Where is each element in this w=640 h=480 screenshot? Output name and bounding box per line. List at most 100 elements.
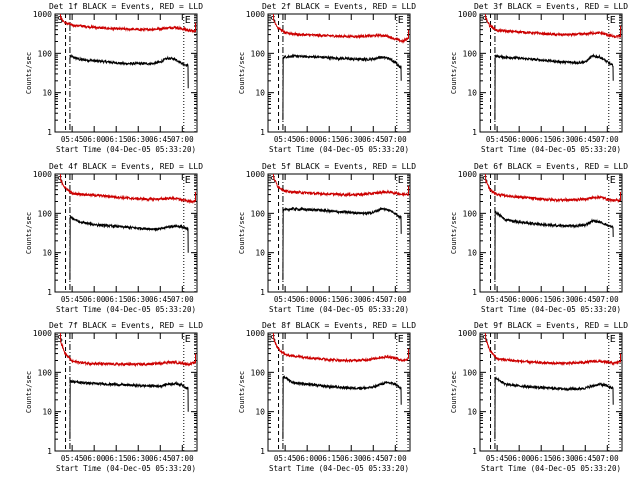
x-tick-label: 06:00: [296, 454, 319, 463]
events-series-line: [282, 374, 402, 440]
y-tick-label: 10: [467, 408, 477, 417]
y-tick-label: 10: [255, 249, 265, 258]
x-tick-label: 05:45: [274, 295, 297, 304]
panel-title: Det 8f BLACK = Events, RED = LLD: [262, 321, 416, 330]
end-marker-label: E: [398, 15, 404, 26]
detector-panel-1: Det 1f BLACK = Events, RED = LLD 1 10 100 10…: [25, 2, 203, 154]
lld-series-line: [484, 332, 621, 367]
x-tick-label: 07:00: [384, 454, 407, 463]
x-axis-label: Start Time (04-Dec-05 05:33:20): [269, 464, 409, 473]
y-tick-label: 1000: [33, 170, 52, 179]
y-tick-label: 100: [463, 209, 478, 218]
x-axis-label: Start Time (04-Dec-05 05:33:20): [481, 305, 621, 314]
panel-title: Det 4f BLACK = Events, RED = LLD: [49, 162, 203, 171]
y-tick-label: 1: [47, 288, 52, 297]
x-tick-label: 06:15: [530, 135, 553, 144]
x-axis-label: Start Time (04-Dec-05 05:33:20): [56, 145, 196, 154]
x-tick-label: 06:45: [362, 454, 385, 463]
y-tick-label: 1: [472, 288, 477, 297]
lld-series-line: [484, 13, 621, 40]
events-series-line: [494, 53, 614, 121]
y-tick-label: 1000: [246, 10, 265, 19]
x-tick-label: 06:15: [318, 454, 341, 463]
start-marker-label: S: [270, 15, 276, 26]
x-tick-label: 07:00: [596, 454, 619, 463]
x-tick-label: 06:00: [83, 295, 106, 304]
y-tick-label: 100: [38, 368, 53, 377]
y-tick-label: 10: [255, 408, 265, 417]
panel-title: Det 5f BLACK = Events, RED = LLD: [262, 162, 416, 171]
y-axis-label: Counts/sec: [238, 52, 246, 94]
detector-panel-7: Det 7f BLACK = Events, RED = LLD 1 10 100 10…: [25, 321, 203, 473]
y-tick-label: 10: [255, 89, 265, 98]
x-tick-label: 06:15: [105, 135, 128, 144]
detector-panel-3: Det 3f BLACK = Events, RED = LLD 1 10 100 10…: [450, 2, 628, 154]
end-marker-label: E: [185, 334, 191, 345]
x-tick-label: 06:15: [530, 295, 553, 304]
events-series-line: [494, 376, 614, 440]
y-tick-label: 1000: [246, 170, 265, 179]
end-marker-label: E: [610, 175, 616, 186]
x-tick-label: 06:00: [296, 135, 319, 144]
x-tick-label: 06:45: [149, 135, 172, 144]
y-tick-label: 1: [260, 447, 265, 456]
panel-title: Det 9f BLACK = Events, RED = LLD: [474, 321, 628, 330]
start-marker-label: S: [57, 15, 63, 26]
end-marker-label: E: [398, 175, 404, 186]
x-tick-label: 06:45: [574, 295, 597, 304]
y-tick-label: 1: [260, 288, 265, 297]
end-marker-label: E: [398, 334, 404, 345]
detector-panel-8: Det 8f BLACK = Events, RED = LLD 1 10 100 10…: [238, 321, 416, 473]
x-tick-label: 05:45: [274, 454, 297, 463]
events-series-line: [69, 53, 189, 89]
x-tick-label: 06:30: [127, 295, 150, 304]
start-marker-label: S: [482, 175, 488, 186]
y-tick-label: 10: [42, 89, 52, 98]
x-tick-label: 07:00: [171, 454, 194, 463]
y-tick-label: 1000: [246, 329, 265, 338]
x-tick-label: 06:30: [340, 454, 363, 463]
x-tick-label: 06:00: [83, 135, 106, 144]
y-tick-label: 100: [251, 209, 266, 218]
start-marker-label: S: [482, 15, 488, 26]
y-axis-label: Counts/sec: [25, 52, 33, 94]
detector-panel-6: Det 6f BLACK = Events, RED = LLD 1 10 100 10…: [450, 162, 628, 314]
y-tick-label: 1000: [33, 329, 52, 338]
y-tick-label: 100: [38, 209, 53, 218]
lld-series-line: [272, 173, 409, 198]
x-tick-label: 06:30: [340, 135, 363, 144]
start-marker-label: S: [57, 334, 63, 345]
y-tick-label: 1000: [33, 10, 52, 19]
panel-title: Det 6f BLACK = Events, RED = LLD: [474, 162, 628, 171]
x-tick-label: 06:00: [83, 454, 106, 463]
x-tick-label: 05:45: [61, 454, 84, 463]
x-tick-label: 06:30: [552, 454, 575, 463]
x-tick-label: 06:45: [362, 135, 385, 144]
x-axis-label: Start Time (04-Dec-05 05:33:20): [481, 145, 621, 154]
x-tick-label: 06:30: [340, 295, 363, 304]
y-tick-label: 1: [47, 128, 52, 137]
y-axis-label: Counts/sec: [238, 371, 246, 413]
y-tick-label: 1000: [458, 329, 477, 338]
y-axis-label: Counts/sec: [238, 212, 246, 254]
x-axis-label: Start Time (04-Dec-05 05:33:20): [269, 145, 409, 154]
detector-panel-2: Det 2f BLACK = Events, RED = LLD 1 10 100 10…: [238, 2, 416, 154]
plot-frame: [479, 332, 623, 452]
y-tick-label: 1000: [458, 170, 477, 179]
lld-series-line: [484, 173, 621, 204]
x-axis-label: Start Time (04-Dec-05 05:33:20): [56, 305, 196, 314]
y-tick-label: 100: [38, 49, 53, 58]
detector-panel-5: Det 5f BLACK = Events, RED = LLD 1 10 100 10…: [238, 162, 416, 314]
events-series-line: [282, 206, 402, 281]
y-tick-label: 1: [472, 447, 477, 456]
y-tick-label: 100: [463, 368, 478, 377]
end-marker-label: E: [610, 334, 616, 345]
x-tick-label: 06:45: [149, 454, 172, 463]
y-axis-label: Counts/sec: [450, 52, 458, 94]
x-tick-label: 07:00: [171, 135, 194, 144]
y-tick-label: 1000: [458, 10, 477, 19]
start-marker-label: S: [270, 334, 276, 345]
x-tick-label: 06:45: [574, 135, 597, 144]
lld-series-line: [272, 332, 409, 364]
plot-frame: [267, 332, 411, 452]
